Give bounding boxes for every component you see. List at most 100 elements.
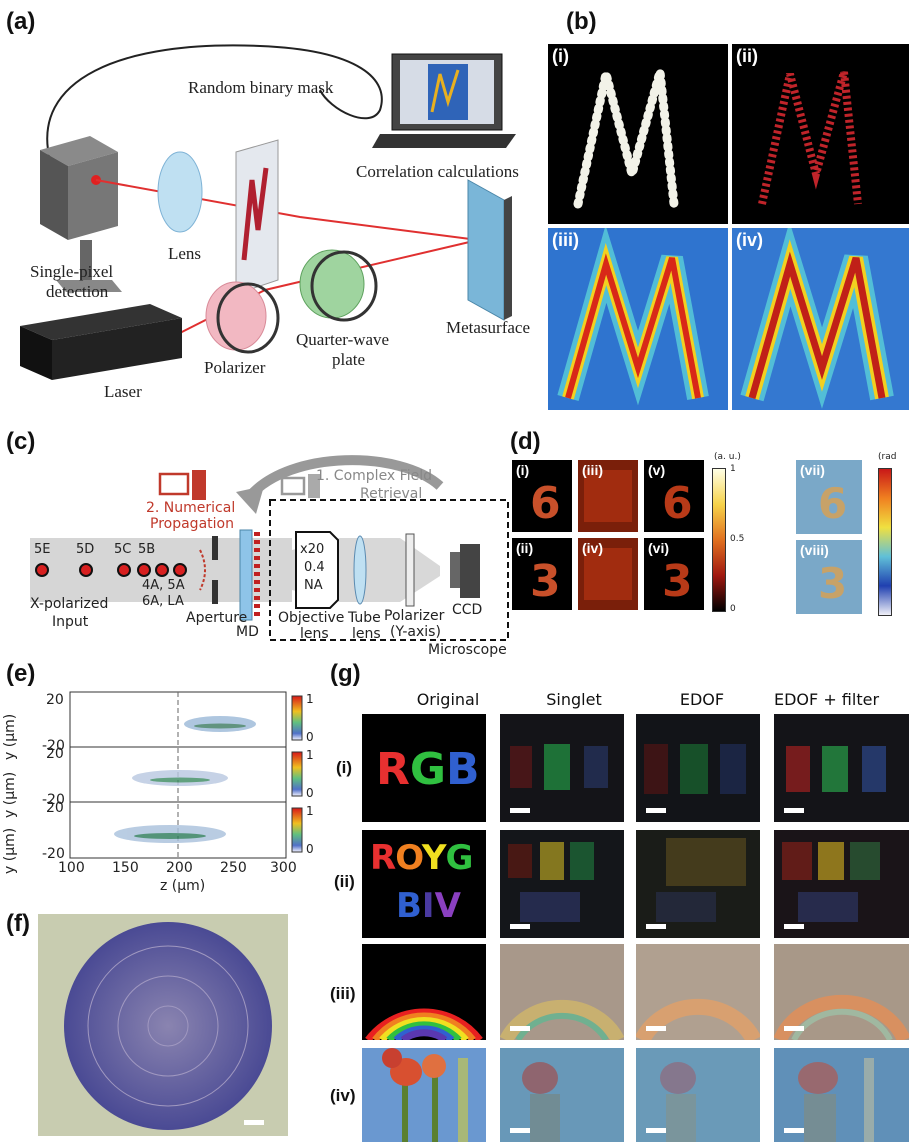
letter-v: V (434, 886, 461, 926)
obj-mag: x20 (300, 542, 325, 557)
panel-a-schematic (20, 44, 516, 380)
m-shape-white (573, 70, 679, 209)
b-tile-i: (i) (548, 44, 728, 224)
e-xtick-300: 300 (270, 860, 297, 876)
mask-icon (235, 139, 279, 295)
g-row-iv: (iv) (330, 1086, 356, 1105)
d-tile-ii-label: (ii) (516, 540, 534, 556)
panel-f-label: (f) (6, 910, 30, 937)
d-tile-ii: 3 (ii) (512, 538, 572, 610)
d-tile-iii: (iii) (578, 460, 638, 532)
letter-g2: G (445, 838, 474, 878)
g-iii-singlet-scalebar (510, 1026, 530, 1031)
polarizer-c-label-2: (Y-axis) (390, 624, 441, 640)
g-ii-singlet (500, 830, 624, 938)
d-tile-v: 6 (v) (644, 460, 704, 532)
polarizer-label: Polarizer (204, 358, 266, 377)
metalens-disc (64, 922, 272, 1130)
d-colorbar-2 (878, 468, 892, 616)
g-i-edof-scalebar (646, 808, 666, 813)
g-ii-edof-scalebar (646, 924, 666, 929)
g-ii-edof-filter-scalebar (784, 924, 804, 929)
g-i-edof-filter (774, 714, 909, 822)
g-iv-edof-filter (774, 1048, 909, 1142)
panel-a-label: (a) (6, 8, 36, 35)
detector-icon (40, 136, 122, 292)
m-shape-red (758, 70, 862, 205)
letter-b2: B (396, 886, 422, 926)
point-5d-label: 5D (76, 542, 95, 557)
input-label-2: Input (52, 614, 89, 630)
g-row-i: (i) (336, 758, 353, 777)
d-cbar2-unit: (rad (878, 452, 897, 462)
f-photo (38, 914, 288, 1136)
g-iv-singlet (500, 1048, 624, 1142)
ccd-label: CCD (452, 602, 483, 618)
panel-d-label: (d) (510, 428, 541, 455)
letter-i: I (421, 886, 435, 926)
d-tile-iv: (iv) (578, 538, 638, 610)
f-scalebar (244, 1120, 264, 1125)
points-sub2: 6A, LA (142, 594, 184, 609)
b-tile-iv: (iv) (732, 228, 909, 410)
numerical-label-1: 2. Numerical (146, 500, 236, 516)
d-tile-vi: 3 (vi) (644, 538, 704, 610)
svg-text:6: 6 (662, 478, 693, 529)
g-col-edof-filter: EDOF + filter (774, 690, 880, 709)
retrieval-label-1: 1. Complex Field (316, 468, 432, 484)
g-i-singlet (500, 714, 624, 822)
letter-r2: R (370, 838, 396, 878)
qwp-label-1: Quarter-wave (296, 330, 390, 349)
e-ylabel-1: y (μm) (2, 713, 18, 760)
d-cbar1-max: 1 (730, 464, 736, 474)
g-col-edof: EDOF (679, 690, 725, 709)
e-cbar1-max: 1 (306, 692, 314, 706)
d-tile-i: 6 (i) (512, 460, 572, 532)
e-ylabel-2: y (μm) (2, 771, 18, 818)
svg-text:3: 3 (662, 556, 693, 607)
tulips (362, 1048, 486, 1142)
tube-label-1: Tube (348, 610, 381, 626)
b-tile-ii-label: (ii) (736, 46, 758, 66)
d-tile-v-label: (v) (648, 462, 666, 478)
d-tile-iv-label: (iv) (582, 540, 603, 556)
d-cbar1-mid: 0.5 (730, 534, 745, 544)
point-5e-label: 5E (34, 542, 51, 557)
g-iii-singlet (500, 944, 624, 1040)
g-iii-original (362, 944, 486, 1040)
qwp-label-2: plate (332, 350, 366, 369)
numerical-label-2: Propagation (150, 516, 234, 532)
aperture-label: Aperture (186, 610, 248, 626)
lens-icon (157, 151, 203, 233)
obj-na-label: NA (304, 578, 323, 593)
g-i-singlet-scalebar (510, 808, 530, 813)
b-tile-i-label: (i) (552, 46, 569, 66)
d-tile-vii-label: (vii) (800, 462, 825, 478)
laser-label: Laser (104, 382, 142, 401)
svg-text:3: 3 (818, 559, 847, 608)
g-iv-original (362, 1048, 486, 1142)
mask-label: Random binary mask (188, 78, 334, 97)
panel-c-schematic (30, 455, 509, 641)
b-tile-iii: (iii) (548, 228, 728, 410)
e-cbar2-min: 0 (306, 786, 314, 800)
detector-label-2: detection (46, 282, 109, 301)
e-ylabel-3: y (μm) (2, 827, 18, 874)
b-tile-ii: (ii) (732, 44, 909, 224)
g-i-original: RGB (362, 714, 486, 822)
quarter-wave-plate-icon (299, 249, 378, 322)
b-tile-iv-label: (iv) (736, 230, 763, 250)
g-iv-singlet-scalebar (510, 1128, 530, 1133)
e-cbar1-min: 0 (306, 730, 314, 744)
d-tile-iii-label: (iii) (582, 462, 603, 478)
g-ii-edof-filter (774, 830, 909, 938)
svg-text:6: 6 (818, 479, 847, 528)
g-i-edof-filter-scalebar (784, 808, 804, 813)
g-iii-edof-scalebar (646, 1026, 666, 1031)
tube-label-2: lens (352, 626, 381, 642)
g-i-edof (636, 714, 760, 822)
e-xtick-100: 100 (58, 860, 85, 876)
e-ytick-bot-1: -20 (42, 738, 65, 754)
md-label: MD (236, 624, 259, 640)
d-tile-i-label: (i) (516, 462, 530, 478)
